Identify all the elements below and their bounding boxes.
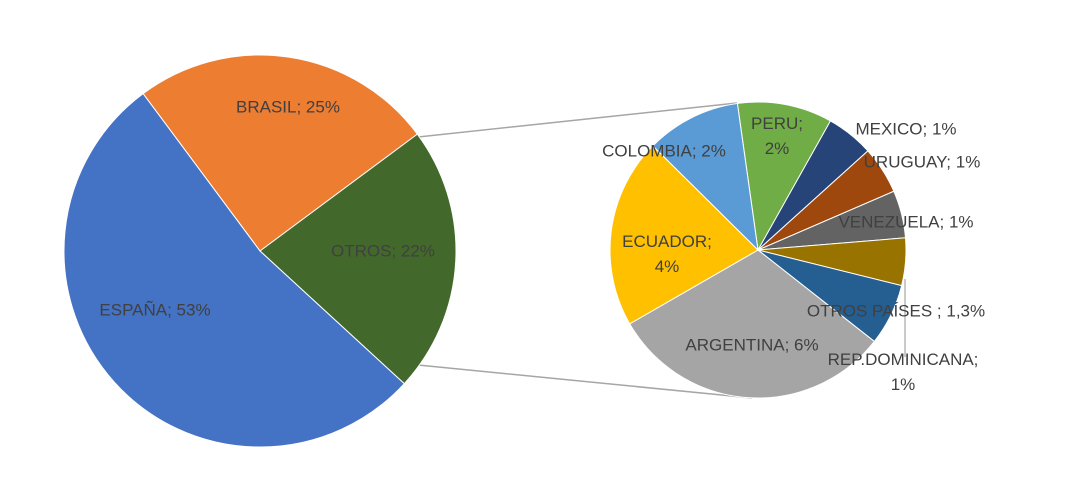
pie-slice xyxy=(259,133,457,385)
pie-slice xyxy=(629,249,876,399)
data-label: ESPAÑA; 53% xyxy=(99,300,210,319)
connector-line xyxy=(417,102,738,138)
connector-line xyxy=(417,364,753,399)
data-label: 4% xyxy=(655,257,680,276)
pie-slice xyxy=(609,145,759,325)
data-label: VENEZUELA; 1% xyxy=(838,212,973,231)
data-label: ARGENTINA; 6% xyxy=(685,335,818,354)
data-label: OTROS PAÍSES ; 1,3% xyxy=(807,301,985,320)
data-label: URUGUAY; 1% xyxy=(864,152,981,171)
pie-slice xyxy=(736,101,832,252)
data-label: 2% xyxy=(765,139,790,158)
data-label: OTROS; 22% xyxy=(331,241,435,260)
data-label: REP.DOMINICANA; xyxy=(828,350,979,369)
data-label: MEXICO; 1% xyxy=(855,119,956,138)
data-label: 1% xyxy=(891,375,916,394)
data-label: PERU; xyxy=(751,114,803,133)
pie-slice xyxy=(652,102,759,252)
data-label: COLOMBIA; 2% xyxy=(602,141,726,160)
pie-slice xyxy=(63,92,405,448)
data-label: BRASIL; 25% xyxy=(236,97,340,116)
data-label: ECUADOR; xyxy=(622,232,712,251)
pie-slice xyxy=(142,54,419,252)
